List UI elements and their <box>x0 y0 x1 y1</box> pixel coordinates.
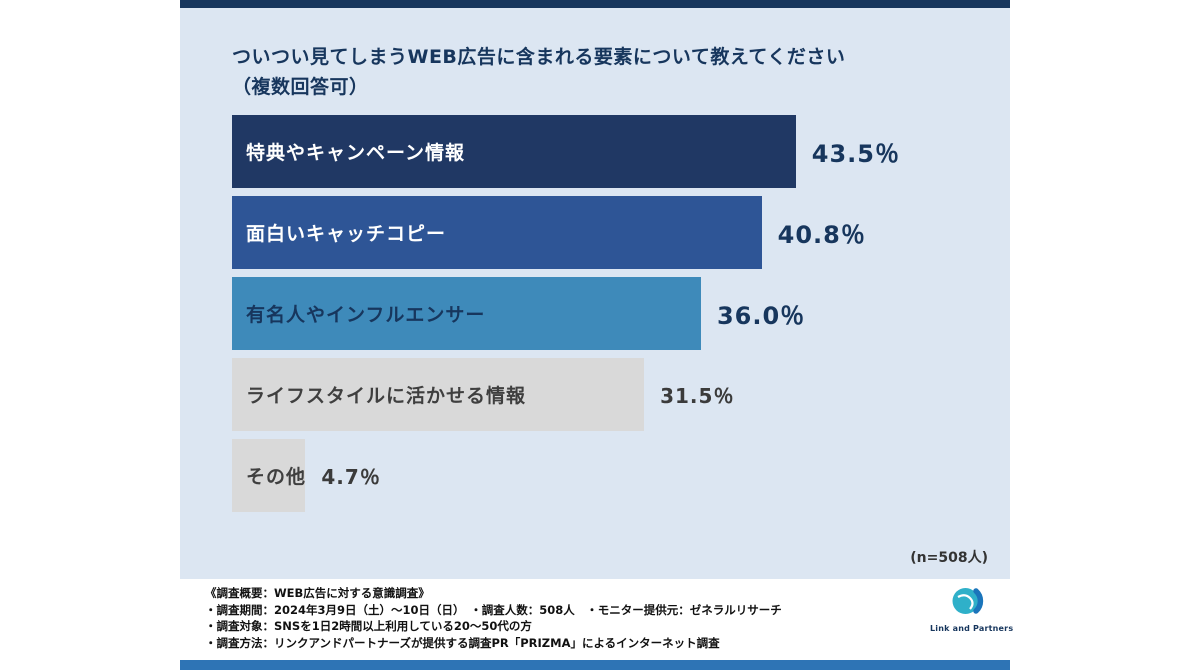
bar-category-label: その他 <box>246 465 307 488</box>
survey-overview: 《調査概要：WEB広告に対する意識調査》・調査期間：2024年3月9日（土）～1… <box>180 579 1014 660</box>
survey-note-line: ・調査方法：リンクアンドパートナーズが提供する調査PR「PRIZMA」によるイン… <box>205 636 720 651</box>
bar-value-label: 36.0％ <box>716 301 806 330</box>
bar-category-label: ライフスタイルに活かせる情報 <box>246 384 527 407</box>
logo-swirl-icon <box>952 588 984 614</box>
bar-row: その他 4.7％ <box>232 438 965 512</box>
bar-row: 有名人やインフルエンサー 36.0％ <box>232 276 965 350</box>
sample-size-note: (n=508人) <box>910 550 988 566</box>
bar: 特典やキャンペーン情報 <box>232 114 796 188</box>
chart-subtitle: （複数回答可） <box>232 76 369 99</box>
survey-note-line: ・調査対象：SNSを1日2時間以上利用している20～50代の方 <box>205 619 532 634</box>
bar-value-label: 40.8％ <box>777 220 866 249</box>
chart-title-block: ついつい見てしまうWEB広告に含まれる要素について教えてください （複数回答可） <box>232 42 965 103</box>
bottom-accent-bar <box>180 660 1010 670</box>
bar-value-label: 31.5％ <box>660 383 735 408</box>
top-accent-bar <box>180 0 1010 8</box>
linkandpartners-logo: Link and Partners <box>930 583 1014 633</box>
survey-note-line: 《調査概要：WEB広告に対する意識調査》 <box>205 586 430 600</box>
bar-chart: 特典やキャンペーン情報 43.5％ 面白いキャッチコピー 40.8％ 有名人やインフルエ… <box>232 114 965 512</box>
bar: ライフスタイルに活かせる情報 <box>232 357 645 431</box>
bar-row: ライフスタイルに活かせる情報 31.5％ <box>232 357 965 431</box>
bar-row: 特典やキャンペーン情報 43.5％ <box>232 114 965 188</box>
logo-wordmark: Link and Partners <box>930 624 1014 633</box>
bar-value-label: 43.5％ <box>811 139 900 168</box>
bar-row: 面白いキャッチコピー 40.8％ <box>232 195 965 269</box>
infographic: ついつい見てしまうWEB広告に含まれる要素について教えてください （複数回答可）… <box>180 0 1013 670</box>
bar-value-label: 4.7％ <box>321 464 381 489</box>
bar: 面白いキャッチコピー <box>232 195 762 269</box>
bar: その他 <box>232 438 307 512</box>
survey-notes: 《調査概要：WEB広告に対する意識調査》・調査期間：2024年3月9日（土）～1… <box>205 585 1010 652</box>
survey-note-line: ・調査期間：2024年3月9日（土）～10日（日） ・調査人数：508人 ・モニ… <box>205 602 782 617</box>
chart-title: ついつい見てしまうWEB広告に含まれる要素について教えてください <box>232 46 846 68</box>
bar-category-label: 有名人やインフルエンサー <box>246 303 486 326</box>
bar: 有名人やインフルエンサー <box>232 276 701 350</box>
bar-category-label: 特典やキャンペーン情報 <box>246 141 466 164</box>
chart-panel: ついつい見てしまうWEB広告に含まれる要素について教えてください （複数回答可）… <box>180 8 1010 579</box>
bar-category-label: 面白いキャッチコピー <box>246 222 447 245</box>
